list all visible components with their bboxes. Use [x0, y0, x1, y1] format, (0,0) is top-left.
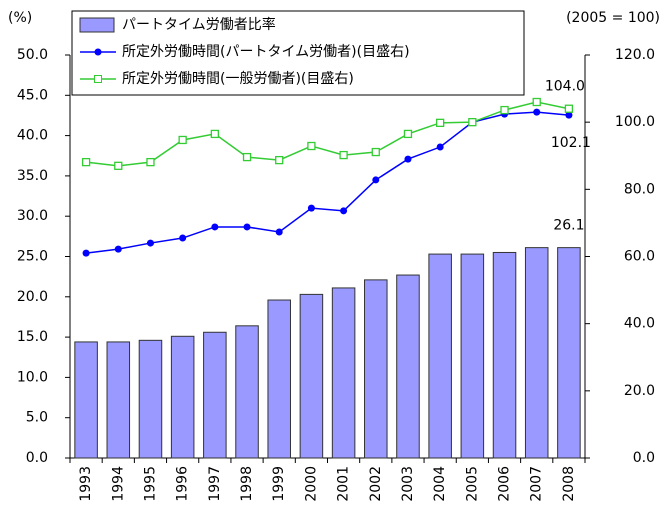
bar: [331, 287, 356, 459]
point: [340, 207, 348, 215]
y2-tick-label: 20.0: [624, 383, 655, 399]
bar: [492, 251, 517, 459]
point: [114, 245, 122, 253]
y-tick-label: 50.0: [17, 47, 48, 63]
point: [82, 249, 90, 257]
point: [468, 118, 477, 127]
data-label: 26.1: [553, 218, 584, 234]
x-tick-label: 2005: [464, 466, 480, 502]
point: [114, 161, 123, 170]
y2-axis-label: (2005 = 100): [566, 10, 660, 26]
x-tick-label: 2006: [497, 466, 513, 502]
bar: [460, 253, 485, 459]
point: [532, 97, 541, 107]
bar: [524, 247, 549, 459]
bar: [428, 253, 452, 459]
y-tick-label: 10.0: [17, 369, 48, 385]
x-tick-label: 2004: [432, 466, 448, 502]
bar: [138, 339, 163, 459]
bar: [364, 279, 388, 459]
y-tick-label: 20.0: [17, 289, 48, 305]
point: [179, 234, 187, 242]
y-tick-label: 15.0: [17, 329, 48, 345]
point: [210, 129, 219, 139]
x-tick-label: 1993: [78, 466, 94, 502]
point: [404, 155, 412, 163]
x-tick-label: 2008: [561, 466, 577, 502]
point: [436, 143, 444, 151]
x-tick-label: 1995: [142, 466, 158, 502]
y2-tick-label: 120.0: [615, 47, 655, 63]
y-tick-label: 40.0: [17, 128, 48, 144]
point: [307, 141, 316, 151]
line: [86, 101, 570, 167]
point: [146, 157, 155, 167]
bar: [235, 325, 259, 459]
y-tick-label: 25.0: [17, 249, 48, 265]
x-tick-label: 2007: [529, 466, 545, 502]
data-label: 104.0: [545, 79, 585, 95]
point: [307, 204, 315, 212]
bar: [267, 299, 291, 459]
point: [275, 228, 283, 236]
legend-swatch: [79, 17, 115, 33]
x-tick-label: 2001: [336, 466, 352, 502]
point: [436, 118, 445, 127]
legend-label: 所定外労働時間(一般労働者)(目盛右): [122, 71, 354, 87]
bar: [396, 274, 420, 459]
y2-tick-label: 80.0: [624, 181, 655, 197]
x-tick-label: 1999: [271, 466, 287, 502]
x-tick-label: 2002: [368, 466, 384, 502]
x-tick-label: 1994: [110, 466, 126, 502]
y-axis-label: (%): [8, 10, 32, 26]
y2-tick-label: 40.0: [624, 316, 655, 332]
bar: [74, 341, 98, 459]
legend-label: パートタイム労働者比率: [122, 16, 276, 33]
bar: [106, 341, 131, 459]
legend-label: 所定外労働時間(パートタイム労働者)(目盛右): [122, 44, 410, 60]
y-tick-label: 30.0: [17, 208, 48, 224]
y-tick-label: 0.0: [26, 450, 48, 466]
data-label: 102.1: [551, 135, 591, 151]
y2-tick-label: 60.0: [624, 249, 655, 265]
point: [372, 176, 380, 184]
x-tick-label: 2003: [400, 466, 416, 502]
point: [339, 150, 348, 160]
legend-marker: [94, 75, 102, 83]
point: [500, 105, 509, 115]
line: [86, 111, 569, 254]
legend-marker: [94, 48, 102, 56]
point: [146, 239, 154, 247]
y-tick-label: 5.0: [26, 410, 48, 426]
y2-tick-label: 100.0: [615, 114, 655, 130]
point: [275, 155, 284, 165]
x-tick-label: 1996: [175, 466, 191, 502]
point: [211, 223, 219, 231]
y2-tick-label: 0.0: [633, 450, 655, 466]
y-tick-label: 45.0: [17, 87, 48, 103]
legend-box: [71, 10, 525, 96]
bar: [299, 293, 324, 459]
x-tick-label: 2000: [303, 466, 319, 502]
bar: [557, 247, 581, 459]
x-tick-label: 1998: [239, 466, 255, 502]
point: [533, 108, 541, 116]
point: [403, 129, 413, 139]
point: [242, 152, 252, 162]
bar: [170, 335, 195, 459]
point: [178, 135, 187, 145]
bar: [203, 331, 227, 459]
point: [243, 223, 251, 231]
y-tick-label: 35.0: [17, 168, 48, 184]
point: [371, 147, 380, 157]
point: [565, 111, 573, 119]
point: [564, 104, 574, 113]
x-tick-label: 1997: [207, 466, 223, 502]
point: [81, 157, 91, 167]
